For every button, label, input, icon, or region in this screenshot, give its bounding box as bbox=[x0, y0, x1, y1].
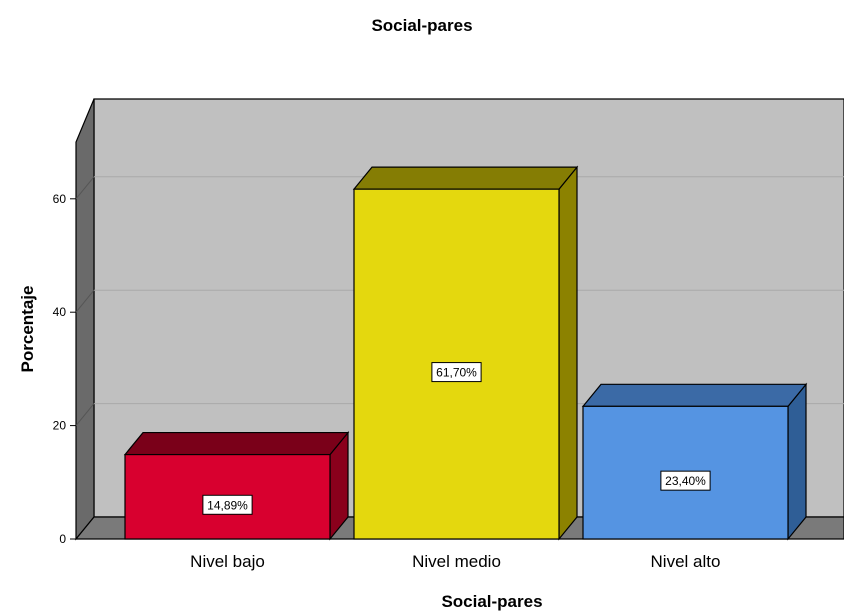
gridline-side bbox=[75, 403, 95, 426]
bars bbox=[123, 165, 808, 541]
data-label-box bbox=[431, 362, 482, 383]
bar-top bbox=[123, 431, 350, 456]
data-label-box bbox=[660, 470, 711, 491]
y-tick-label: 20 bbox=[53, 419, 67, 433]
chart-title: Social-pares bbox=[371, 16, 473, 35]
bar-top bbox=[352, 166, 579, 190]
y-axis-title: Porcentaje bbox=[18, 285, 37, 373]
data-labels: 14,89% 61,70% 23,40% bbox=[202, 362, 711, 515]
y-tick-label: 60 bbox=[53, 192, 67, 206]
x-tick-label: Nivel alto bbox=[651, 552, 721, 571]
data-label: 61,70% bbox=[436, 366, 477, 380]
y-axis-ticks: 0 20 40 60 bbox=[53, 192, 76, 546]
x-tick-label: Nivel medio bbox=[412, 552, 501, 571]
bar-side bbox=[558, 165, 578, 541]
side-wall bbox=[75, 98, 95, 541]
y-tick-label: 40 bbox=[53, 305, 67, 319]
x-axis-title: Social-pares bbox=[441, 592, 543, 611]
gridline-side bbox=[75, 176, 95, 200]
bar-top bbox=[581, 383, 808, 407]
x-axis-ticks: Nivel bajo Nivel medio Nivel alto bbox=[190, 552, 720, 571]
data-label: 14,89% bbox=[207, 498, 248, 512]
bar-side bbox=[787, 382, 807, 541]
x-tick-label: Nivel bajo bbox=[190, 552, 265, 571]
y-tick-label: 0 bbox=[59, 532, 66, 546]
gridline-side bbox=[75, 289, 95, 313]
data-label: 23,40% bbox=[665, 474, 706, 488]
data-label-box bbox=[202, 494, 253, 515]
